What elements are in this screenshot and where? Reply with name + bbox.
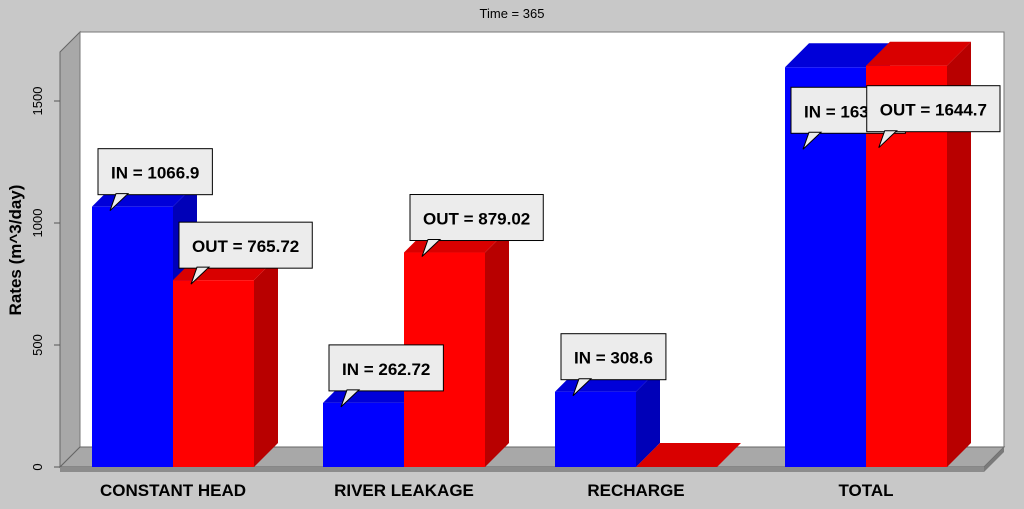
x-tick-label: CONSTANT HEAD — [100, 481, 246, 500]
data-label: IN = 262.72 — [342, 360, 430, 379]
bar-side-face — [485, 228, 509, 467]
data-label: OUT = 879.02 — [423, 210, 530, 229]
left-side-wall — [59, 30, 81, 469]
bar-front-face — [173, 280, 254, 467]
y-tick-label: 500 — [30, 334, 45, 356]
bar-front-face — [785, 67, 866, 467]
bar-front-face — [323, 402, 404, 467]
annotations-layer: IN = 1066.9 OUT = 765.72 IN = 262.72 OUT = … — [97, 85, 1001, 408]
callout-box — [178, 221, 313, 269]
data-label-callout: OUT = 765.72 — [178, 221, 313, 285]
data-label: OUT = 765.72 — [192, 237, 299, 256]
callout-pointer — [190, 266, 211, 285]
bar-out-2 — [636, 443, 741, 467]
bar-top-face — [866, 41, 971, 66]
bar-top-face — [785, 43, 890, 68]
data-label-callout: IN = 262.72 — [328, 344, 444, 408]
bar-front-face — [555, 391, 636, 467]
front-floor-edge — [60, 467, 984, 472]
bar-top-face — [636, 443, 741, 467]
callout-pointer — [109, 193, 130, 212]
bar-side-face — [254, 256, 278, 467]
y-tick-label: 1500 — [30, 87, 45, 116]
callout-pointer — [878, 130, 898, 149]
callout-box — [560, 333, 667, 381]
callout-pointer — [802, 131, 823, 150]
bar-out-0 — [173, 256, 278, 467]
data-label: IN = 308.6 — [574, 349, 653, 368]
x-axis-labels: CONSTANT HEAD RIVER LEAKAGE RECHARGE TOTAL — [100, 481, 894, 500]
x-tick-label: TOTAL — [838, 481, 893, 500]
bar-front-face — [92, 206, 173, 468]
callout-box — [409, 194, 544, 242]
y-axis-label: Rates (m^3/day) — [6, 185, 25, 316]
x-tick-label: RIVER LEAKAGE — [334, 481, 474, 500]
chart-title: Time = 365 — [480, 6, 545, 21]
x-tick-label: RECHARGE — [587, 481, 684, 500]
callout-box — [97, 148, 213, 196]
bar-side-face — [947, 41, 971, 467]
bar-in-2 — [555, 367, 660, 467]
data-label: IN = 1066.9 — [111, 164, 199, 183]
data-label-callout: IN = 1066.9 — [97, 148, 213, 212]
callout-pointer — [421, 239, 442, 257]
data-label-callout: IN = 308.6 — [560, 333, 667, 397]
y-tick-label: 0 — [30, 463, 45, 470]
callout-pointer — [340, 389, 361, 408]
data-label-callout: OUT = 1644.7 — [866, 85, 1001, 149]
data-label: OUT = 1644.7 — [880, 101, 987, 120]
bar-side-face — [636, 367, 660, 467]
callout-pointer — [572, 378, 593, 397]
callout-box — [866, 85, 1001, 133]
y-axis: 0 500 1000 1500 — [30, 87, 60, 471]
y-tick-label: 1000 — [30, 209, 45, 238]
callout-box — [328, 344, 444, 392]
data-label-callout: OUT = 879.02 — [409, 194, 544, 257]
right-floor-edge — [984, 447, 1004, 472]
